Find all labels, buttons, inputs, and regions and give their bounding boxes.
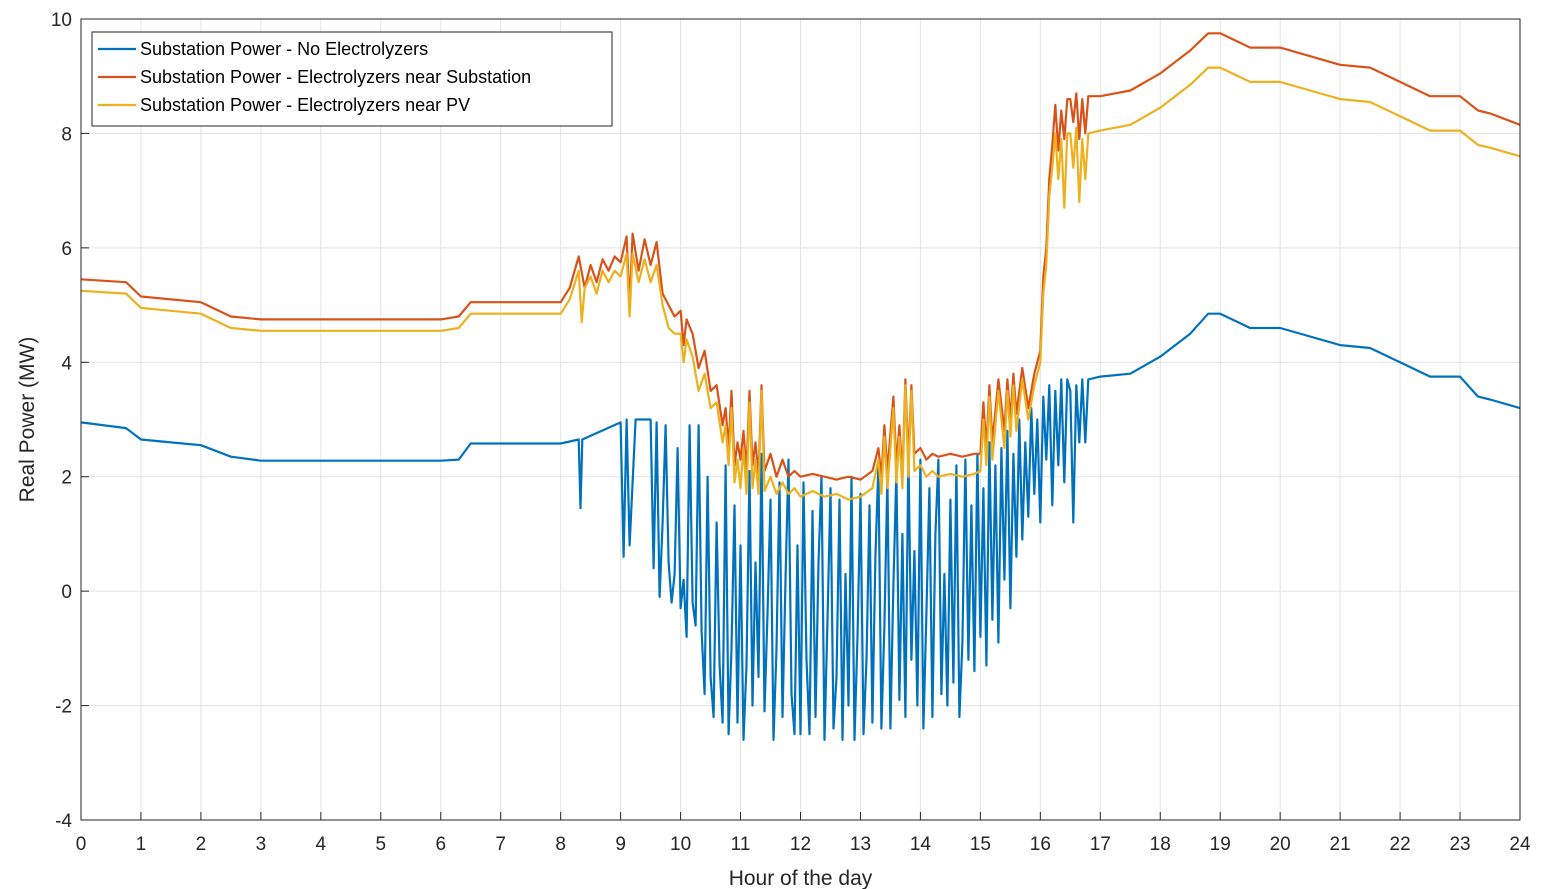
x-tick-label: 15 [970, 834, 991, 855]
y-tick-label: 8 [61, 124, 72, 145]
x-tick-label: 14 [910, 834, 932, 855]
x-tick-label: 3 [256, 834, 267, 855]
x-tick-label: 6 [435, 834, 446, 855]
y-tick-label: 10 [51, 10, 72, 31]
x-tick-label: 0 [76, 834, 87, 855]
y-tick-label: 0 [61, 582, 72, 603]
x-tick-label: 12 [790, 834, 811, 855]
x-tick-label: 8 [555, 834, 566, 855]
x-tick-label: 5 [376, 834, 387, 855]
x-tick-label: 11 [731, 834, 751, 855]
y-axis-title: Real Power (MW) [16, 337, 39, 503]
legend-label: Substation Power - Electrolyzers near PV [140, 95, 470, 115]
x-tick-label: 16 [1030, 834, 1051, 855]
x-tick-label: 10 [670, 834, 691, 855]
x-tick-label: 23 [1449, 834, 1470, 855]
y-tick-label: -4 [55, 811, 72, 832]
legend-label: Substation Power - No Electrolyzers [140, 39, 428, 59]
x-tick-label: 18 [1150, 834, 1171, 855]
x-tick-label: 7 [495, 834, 506, 855]
y-tick-label: 6 [61, 239, 72, 260]
x-tick-label: 17 [1090, 834, 1111, 855]
x-tick-label: 13 [850, 834, 871, 855]
x-tick-label: 2 [196, 834, 207, 855]
legend: Substation Power - No Electrolyzers Subst… [92, 32, 612, 126]
x-axis-title: Hour of the day [729, 867, 873, 889]
x-tick-label: 4 [316, 834, 327, 855]
y-tick-label: 4 [61, 353, 72, 374]
x-tick-label: 19 [1210, 834, 1231, 855]
legend-label: Substation Power - Electrolyzers near Su… [140, 67, 531, 87]
x-tick-label: 20 [1270, 834, 1291, 855]
x-tick-label: 24 [1509, 834, 1531, 855]
x-tick-label: 21 [1330, 834, 1351, 855]
y-tick-label: -2 [55, 697, 72, 718]
x-tick-label: 1 [136, 834, 147, 855]
x-tick-label: 9 [615, 834, 626, 855]
x-tick-label: 22 [1390, 834, 1411, 855]
y-tick-label: 2 [61, 468, 72, 489]
